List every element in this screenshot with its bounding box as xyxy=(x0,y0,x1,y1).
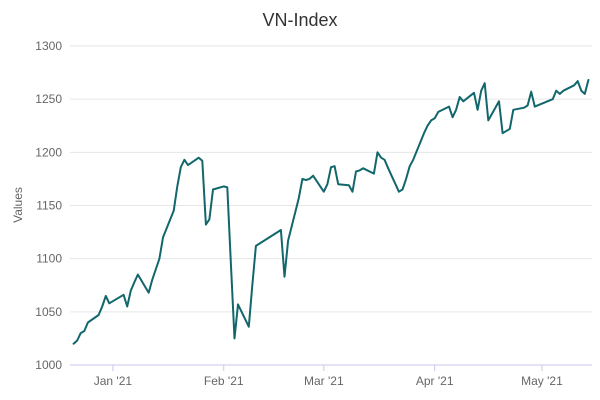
y-tick-label: 1200 xyxy=(35,145,62,159)
x-tick-label: Mar '21 xyxy=(304,374,344,388)
y-tick-label: 1150 xyxy=(36,199,62,213)
x-tick-label: May '21 xyxy=(521,374,563,388)
y-tick-label: 1250 xyxy=(35,92,62,106)
gridlines xyxy=(70,45,592,313)
series-line xyxy=(72,79,590,345)
y-axis-label: Values xyxy=(11,187,25,223)
series-layer xyxy=(72,79,590,345)
x-tick-label: Feb '21 xyxy=(204,374,244,388)
y-tick-label: 1000 xyxy=(35,358,62,372)
chart-title: VN-Index xyxy=(262,10,337,30)
x-tick-label: Apr '21 xyxy=(416,374,454,388)
y-tick-label: 1100 xyxy=(36,252,62,266)
y-tick-label: 1300 xyxy=(35,39,62,53)
axes: 1000 1050 1100 1150 1200 1250 1300 Jan '21 Feb '… xyxy=(35,39,592,388)
y-tick-label: 1050 xyxy=(35,305,62,319)
x-tick-label: Jan '21 xyxy=(94,374,133,388)
